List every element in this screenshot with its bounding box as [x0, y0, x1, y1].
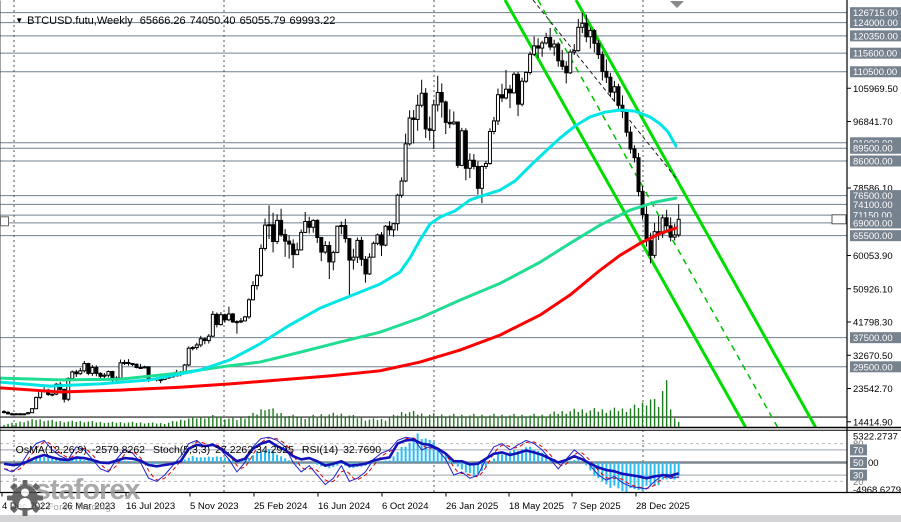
ma-fast-cyan — [0, 108, 678, 388]
quote-close: 69993.22 — [289, 15, 336, 27]
svg-text:26 Mar 2023: 26 Mar 2023 — [62, 501, 115, 512]
ma-slow-red — [0, 226, 678, 394]
svg-text:70: 70 — [853, 445, 864, 456]
instaforex-logo: instaforex Instant Forex Trading — [6, 476, 141, 516]
svg-text:50: 50 — [853, 458, 864, 469]
svg-text:5 Nov 2023: 5 Nov 2023 — [190, 501, 239, 512]
symbol-label: BTCUSD.futu,Weekly — [27, 15, 133, 27]
bid-price-pointer — [831, 214, 847, 225]
volume-histogram — [3, 380, 680, 428]
line-anchor-marker[interactable] — [0, 216, 9, 227]
bottom-scroll-strip — [0, 515, 901, 522]
svg-text:26 Jan 2025: 26 Jan 2025 — [446, 501, 498, 512]
instaforex-gear-icon — [7, 480, 43, 516]
svg-text:115600.00: 115600.00 — [853, 49, 897, 60]
svg-text:32670.50: 32670.50 — [853, 351, 893, 362]
svg-text:76500.00: 76500.00 — [853, 191, 893, 202]
candles-layer[interactable] — [2, 12, 681, 416]
svg-text:23542.70: 23542.70 — [853, 384, 893, 395]
price-level-lines — [0, 12, 847, 418]
svg-text:89500.00: 89500.00 — [853, 144, 893, 155]
svg-text:18 May 2025: 18 May 2025 — [509, 501, 564, 512]
svg-text:86000.00: 86000.00 — [853, 156, 893, 167]
price-axis-labels: 105969.50 96841.70 78586.10 60053.90 50926.1… — [847, 7, 901, 428]
svg-text:105969.50: 105969.50 — [853, 84, 898, 95]
svg-text:30: 30 — [853, 471, 864, 482]
quote-high: 74050.40 — [189, 15, 236, 27]
svg-text:110500.00: 110500.00 — [853, 67, 897, 78]
svg-text:6 Oct 2024: 6 Oct 2024 — [382, 501, 428, 512]
chart-position-triangle-icon[interactable] — [670, 1, 684, 8]
trend-channel[interactable] — [503, 0, 818, 428]
osma-value: -2579.8262 — [91, 444, 146, 456]
svg-text:29500.00: 29500.00 — [853, 362, 893, 373]
svg-text:60053.90: 60053.90 — [853, 251, 893, 262]
chart-title: ▼ BTCUSD.futu,Weekly 65666.26 74050.40 6505… — [3, 3, 339, 39]
svg-text:16 Jun 2024: 16 Jun 2024 — [318, 501, 370, 512]
svg-text:16 Jul 2023: 16 Jul 2023 — [126, 501, 175, 512]
svg-text:7 Sep 2025: 7 Sep 2025 — [572, 501, 621, 512]
quote-open: 65666.26 — [139, 15, 186, 27]
svg-text:74100.00: 74100.00 — [853, 200, 893, 211]
rsi-value: 32.7690 — [343, 444, 382, 456]
stoch-values: 27.2262 34.2925 — [215, 444, 294, 456]
rsi-line — [3, 438, 680, 480]
osma-name: OsMA(12,26,9) — [15, 444, 87, 456]
svg-text:120350.00: 120350.00 — [853, 31, 898, 42]
svg-text:96841.70: 96841.70 — [853, 117, 893, 128]
indicator-label: OsMA(12,26,9) -2579.8262 Stoch(5,3,3) 27.2… — [4, 432, 386, 468]
svg-text:20: 20 — [853, 477, 864, 488]
svg-text:71150.00: 71150.00 — [853, 211, 892, 222]
stoch-name: Stoch(5,3,3) — [152, 444, 211, 456]
svg-text:124000.00: 124000.00 — [853, 18, 898, 29]
svg-text:69000.00: 69000.00 — [853, 218, 893, 229]
ma-mid-green — [0, 196, 678, 382]
rsi-name: RSI(14) — [301, 444, 339, 456]
svg-text:5322.2737: 5322.2737 — [853, 432, 898, 443]
svg-text:28 Dec 2025: 28 Dec 2025 — [636, 501, 690, 512]
stoch-signal-line — [3, 437, 679, 489]
oscillator-axis-labels: 5322.2737-4968.6279802070503000 — [850, 432, 901, 496]
svg-text:78586.10: 78586.10 — [853, 183, 893, 194]
svg-text:65500.00: 65500.00 — [853, 231, 893, 242]
svg-text:00: 00 — [868, 458, 879, 469]
svg-text:37500.00: 37500.00 — [853, 333, 893, 344]
svg-text:25 Feb 2024: 25 Feb 2024 — [254, 501, 307, 512]
svg-text:50926.10: 50926.10 — [853, 284, 893, 295]
svg-text:126715.00: 126715.00 — [853, 8, 898, 19]
symbol-dropdown-icon[interactable]: ▼ — [15, 16, 24, 25]
svg-text:14414.90: 14414.90 — [853, 417, 893, 428]
svg-text:-4968.6279: -4968.6279 — [853, 485, 901, 496]
svg-text:41798.30: 41798.30 — [853, 318, 893, 329]
price-axis-strip — [848, 0, 901, 522]
quote-low: 65055.79 — [239, 15, 286, 27]
logo-tagline: Instant Forex Trading — [13, 502, 112, 513]
